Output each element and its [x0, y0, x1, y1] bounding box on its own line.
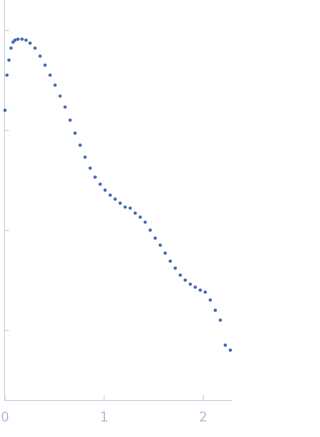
point	[88, 166, 92, 170]
point	[123, 205, 127, 209]
point	[48, 73, 52, 77]
point	[43, 63, 47, 67]
point	[93, 175, 97, 179]
point	[138, 215, 142, 219]
point	[193, 285, 197, 289]
point	[148, 228, 152, 232]
point	[53, 83, 57, 87]
point	[108, 193, 112, 197]
point	[183, 278, 187, 282]
point	[3, 108, 7, 112]
point	[203, 290, 207, 294]
point	[128, 206, 132, 210]
point	[213, 308, 217, 312]
point	[16, 37, 20, 41]
point	[38, 54, 42, 58]
point	[98, 182, 102, 186]
point	[28, 41, 32, 45]
point	[133, 211, 137, 215]
x-tick-label: 0	[1, 411, 9, 426]
point	[168, 259, 172, 263]
point	[11, 40, 15, 44]
point	[113, 197, 117, 201]
point	[228, 348, 232, 352]
point	[118, 201, 122, 205]
point	[223, 343, 227, 347]
point	[73, 131, 77, 135]
point	[63, 105, 67, 109]
point	[83, 155, 87, 159]
point	[103, 188, 107, 192]
point	[163, 251, 167, 255]
point	[173, 266, 177, 270]
point	[153, 236, 157, 240]
point	[188, 282, 192, 286]
point	[20, 37, 24, 41]
point	[33, 46, 37, 50]
point	[158, 243, 162, 247]
point	[143, 220, 147, 224]
point	[198, 288, 202, 292]
point	[78, 143, 82, 147]
point	[178, 273, 182, 277]
chart: 0 1 2	[1, 0, 232, 426]
x-tick-label: 2	[199, 411, 207, 426]
point	[9, 46, 13, 50]
point	[24, 38, 28, 42]
x-tick-label: 1	[100, 411, 108, 426]
point	[218, 318, 222, 322]
point	[5, 73, 9, 77]
point	[208, 298, 212, 302]
point	[13, 38, 17, 42]
point	[7, 58, 11, 62]
point	[68, 118, 72, 122]
point	[58, 94, 62, 98]
